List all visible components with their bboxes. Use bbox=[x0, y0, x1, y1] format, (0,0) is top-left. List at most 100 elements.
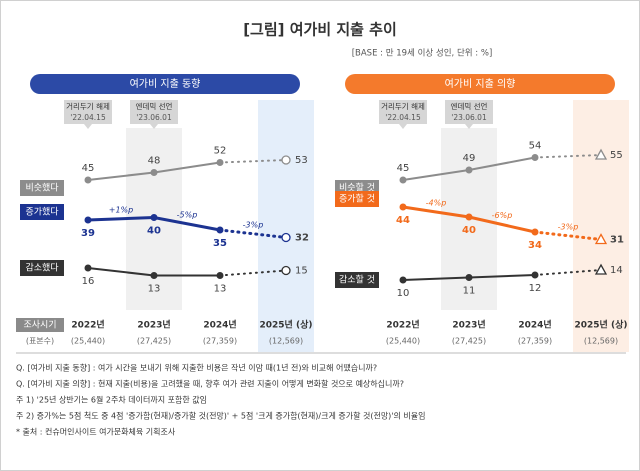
sample-size: (25,440) bbox=[71, 337, 105, 346]
forecast-line bbox=[218, 228, 288, 239]
x-tick-label: 2022년 bbox=[386, 319, 419, 331]
x-tick-label: 2024년 bbox=[518, 319, 551, 331]
value-label: 40 bbox=[147, 226, 161, 237]
note: Q. [여가비 지출 의향] : 현재 지출(비용)을 고려했을 때, 향후 여… bbox=[16, 379, 404, 389]
annotation-date: '23.06.01 bbox=[136, 113, 172, 122]
point bbox=[531, 154, 539, 161]
value-label: 10 bbox=[397, 288, 410, 299]
sample-size: (27,425) bbox=[137, 337, 171, 346]
annotation-date: '23.06.01 bbox=[451, 113, 487, 122]
point bbox=[531, 271, 539, 279]
annotation-date: '22.04.15 bbox=[385, 113, 421, 122]
point bbox=[399, 176, 407, 184]
forecast-line bbox=[534, 154, 602, 159]
forecast-band bbox=[258, 100, 314, 352]
point bbox=[399, 203, 407, 211]
annotation-date: '22.04.15 bbox=[70, 113, 106, 122]
point bbox=[399, 276, 407, 284]
annotation-box bbox=[64, 100, 112, 129]
value-label: 45 bbox=[82, 163, 95, 174]
forecast-line bbox=[219, 269, 287, 277]
note: 주 1) '25년 상반기는 6월 2주차 데이터까지 포함한 값임 bbox=[16, 395, 207, 405]
note: Q. [여가비 지출 동향] : 여가 시간을 보내기 위해 지출한 비용은 작… bbox=[16, 363, 377, 373]
sample-size: (27,425) bbox=[452, 337, 486, 346]
point bbox=[531, 228, 539, 236]
change-label: -3%p bbox=[243, 220, 264, 229]
value-label: 55 bbox=[610, 150, 623, 161]
annotation-label: 엔데믹 선언 bbox=[136, 101, 173, 111]
value-label: 44 bbox=[396, 215, 410, 226]
point bbox=[216, 226, 224, 234]
x-tick-label: 2024년 bbox=[203, 319, 236, 331]
value-label: 35 bbox=[213, 238, 227, 249]
value-label: 31 bbox=[610, 235, 624, 246]
annotation-box bbox=[445, 100, 493, 129]
point bbox=[84, 216, 92, 224]
value-label: 40 bbox=[462, 225, 476, 236]
point bbox=[465, 213, 473, 221]
page-title: [그림] 여가비 지출 추이 bbox=[243, 21, 397, 39]
point bbox=[84, 264, 92, 272]
value-label: 48 bbox=[148, 156, 161, 167]
row-label: 조사시기 bbox=[23, 320, 56, 331]
forecast-line bbox=[219, 159, 287, 164]
subtitle: [BASE : 만 19세 이상 성인, 단위 : %] bbox=[352, 48, 493, 59]
legend-box bbox=[20, 180, 64, 196]
legend-box bbox=[335, 191, 379, 207]
point bbox=[150, 169, 158, 176]
change-label: -4%p bbox=[426, 199, 447, 208]
forecast-band bbox=[573, 100, 629, 352]
value-label: 39 bbox=[81, 228, 95, 239]
sample-size: (12,569) bbox=[269, 337, 303, 346]
point bbox=[216, 272, 224, 279]
value-label: 12 bbox=[529, 283, 542, 294]
value-label: 52 bbox=[214, 146, 227, 157]
value-label: 45 bbox=[397, 163, 410, 174]
value-label: 53 bbox=[295, 155, 308, 166]
legend-label: 감소할 것 bbox=[339, 274, 375, 286]
x-tick-label: 2023년 bbox=[137, 319, 170, 331]
x-tick-label: 2023년 bbox=[452, 319, 485, 331]
sample-size: (25,440) bbox=[386, 337, 420, 346]
forecast-line bbox=[534, 269, 602, 276]
sample-size: (27,359) bbox=[203, 337, 237, 346]
legend-label: 증가했다 bbox=[25, 206, 59, 218]
annotation-box bbox=[130, 100, 178, 129]
value-label: 13 bbox=[148, 284, 161, 295]
row-label: (표본수) bbox=[26, 337, 54, 346]
legend-box bbox=[20, 260, 64, 276]
legend-box bbox=[20, 204, 64, 220]
row-label-box bbox=[16, 318, 64, 332]
value-label: 32 bbox=[295, 233, 309, 244]
legend-label: 비슷했다 bbox=[25, 182, 59, 194]
value-label: 34 bbox=[528, 240, 542, 251]
annotation-label: 거리두기 해제 bbox=[66, 101, 110, 111]
legend-label: 비슷할 것 bbox=[339, 183, 375, 194]
forecast-line bbox=[533, 230, 603, 241]
panel-header bbox=[345, 74, 615, 94]
annotation-label: 엔데믹 선언 bbox=[451, 101, 488, 111]
annotation-box bbox=[379, 100, 427, 129]
value-label: 16 bbox=[82, 276, 95, 287]
x-tick-label: 2025년 (상) bbox=[575, 319, 628, 331]
sample-size: (12,569) bbox=[584, 337, 618, 346]
change-label: -3%p bbox=[558, 222, 579, 231]
annotation-label: 거리두기 해제 bbox=[381, 101, 425, 111]
point bbox=[150, 214, 158, 221]
panel-title: 여가비 지출 동향 bbox=[130, 78, 201, 90]
panel-header bbox=[30, 74, 300, 94]
point bbox=[216, 159, 224, 166]
point bbox=[281, 265, 291, 276]
change-label: -6%p bbox=[492, 211, 513, 220]
legend-box bbox=[335, 272, 379, 288]
legend-label: 증가할 것 bbox=[339, 194, 375, 205]
point bbox=[281, 155, 291, 165]
point bbox=[281, 232, 291, 243]
point bbox=[594, 148, 608, 160]
value-label: 13 bbox=[214, 284, 227, 295]
value-label: 49 bbox=[463, 153, 476, 164]
point bbox=[150, 272, 158, 279]
legend-label: 감소했다 bbox=[25, 262, 59, 274]
value-label: 11 bbox=[463, 286, 476, 297]
